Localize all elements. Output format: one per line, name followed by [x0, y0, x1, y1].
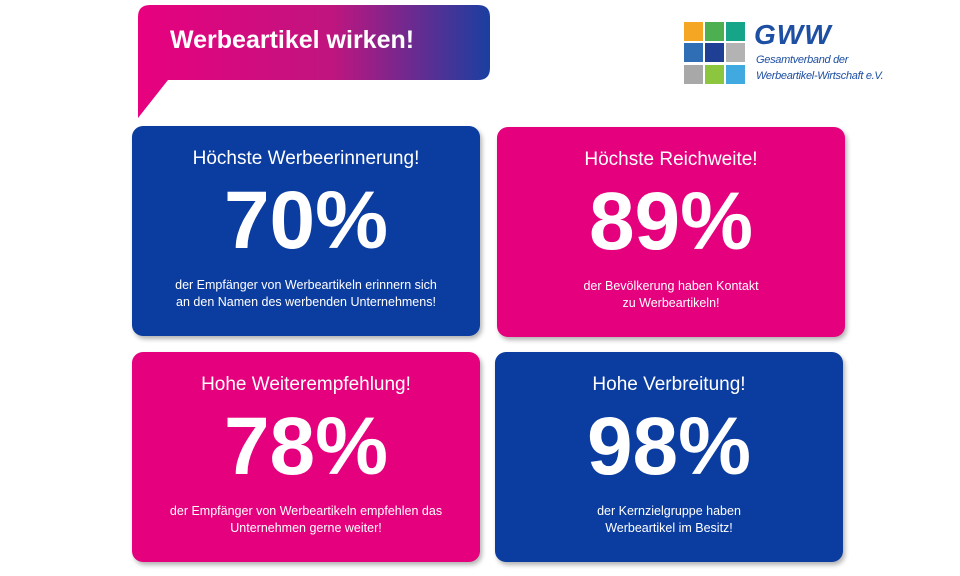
card-description: Werbeartikel im Besitz!	[605, 521, 733, 535]
card-description: an den Namen des werbenden Unternehmens!	[176, 295, 436, 309]
logo-name: GWW	[754, 19, 832, 50]
stat-card: Höchste Werbeerinnerung! 70% der Empfänger…	[132, 126, 480, 336]
card-description: der Empfänger von Werbeartikeln erinnern…	[175, 278, 437, 292]
card-heading: Höchste Reichweite!	[584, 149, 758, 170]
logo-subtitle: Werbeartikel-Wirtschaft e.V.	[756, 70, 884, 82]
logo-subtitle: Gesamtverband der	[756, 54, 849, 66]
card-stat: 89%	[588, 176, 754, 267]
card-stat: 70%	[223, 175, 389, 266]
card-stat: 98%	[586, 401, 752, 492]
logo-grid	[684, 22, 746, 84]
card-heading: Höchste Werbeerinnerung!	[192, 148, 420, 169]
card-heading: Hohe Weiterempfehlung!	[201, 374, 411, 395]
stat-card: Hohe Weiterempfehlung! 78% der Empfänger v…	[132, 352, 480, 562]
card-description: der Kernzielgruppe haben	[597, 504, 741, 518]
card-description: der Empfänger von Werbeartikeln empfehle…	[169, 504, 443, 518]
stat-card: Hohe Verbreitung! 98% der Kernzielgruppe h…	[495, 352, 843, 562]
title-bubble	[138, 5, 490, 118]
page-title: Werbeartikel wirken!	[170, 26, 415, 54]
card-description: zu Werbeartikeln!	[622, 296, 720, 310]
card-description: der Bevölkerung haben Kontakt	[583, 279, 759, 293]
card-heading: Hohe Verbreitung!	[592, 374, 746, 395]
card-description: Unternehmen gerne weiter!	[230, 521, 382, 535]
card-stat: 78%	[223, 401, 389, 492]
stat-card: Höchste Reichweite! 89% der Bevölkerung ha…	[497, 127, 845, 337]
